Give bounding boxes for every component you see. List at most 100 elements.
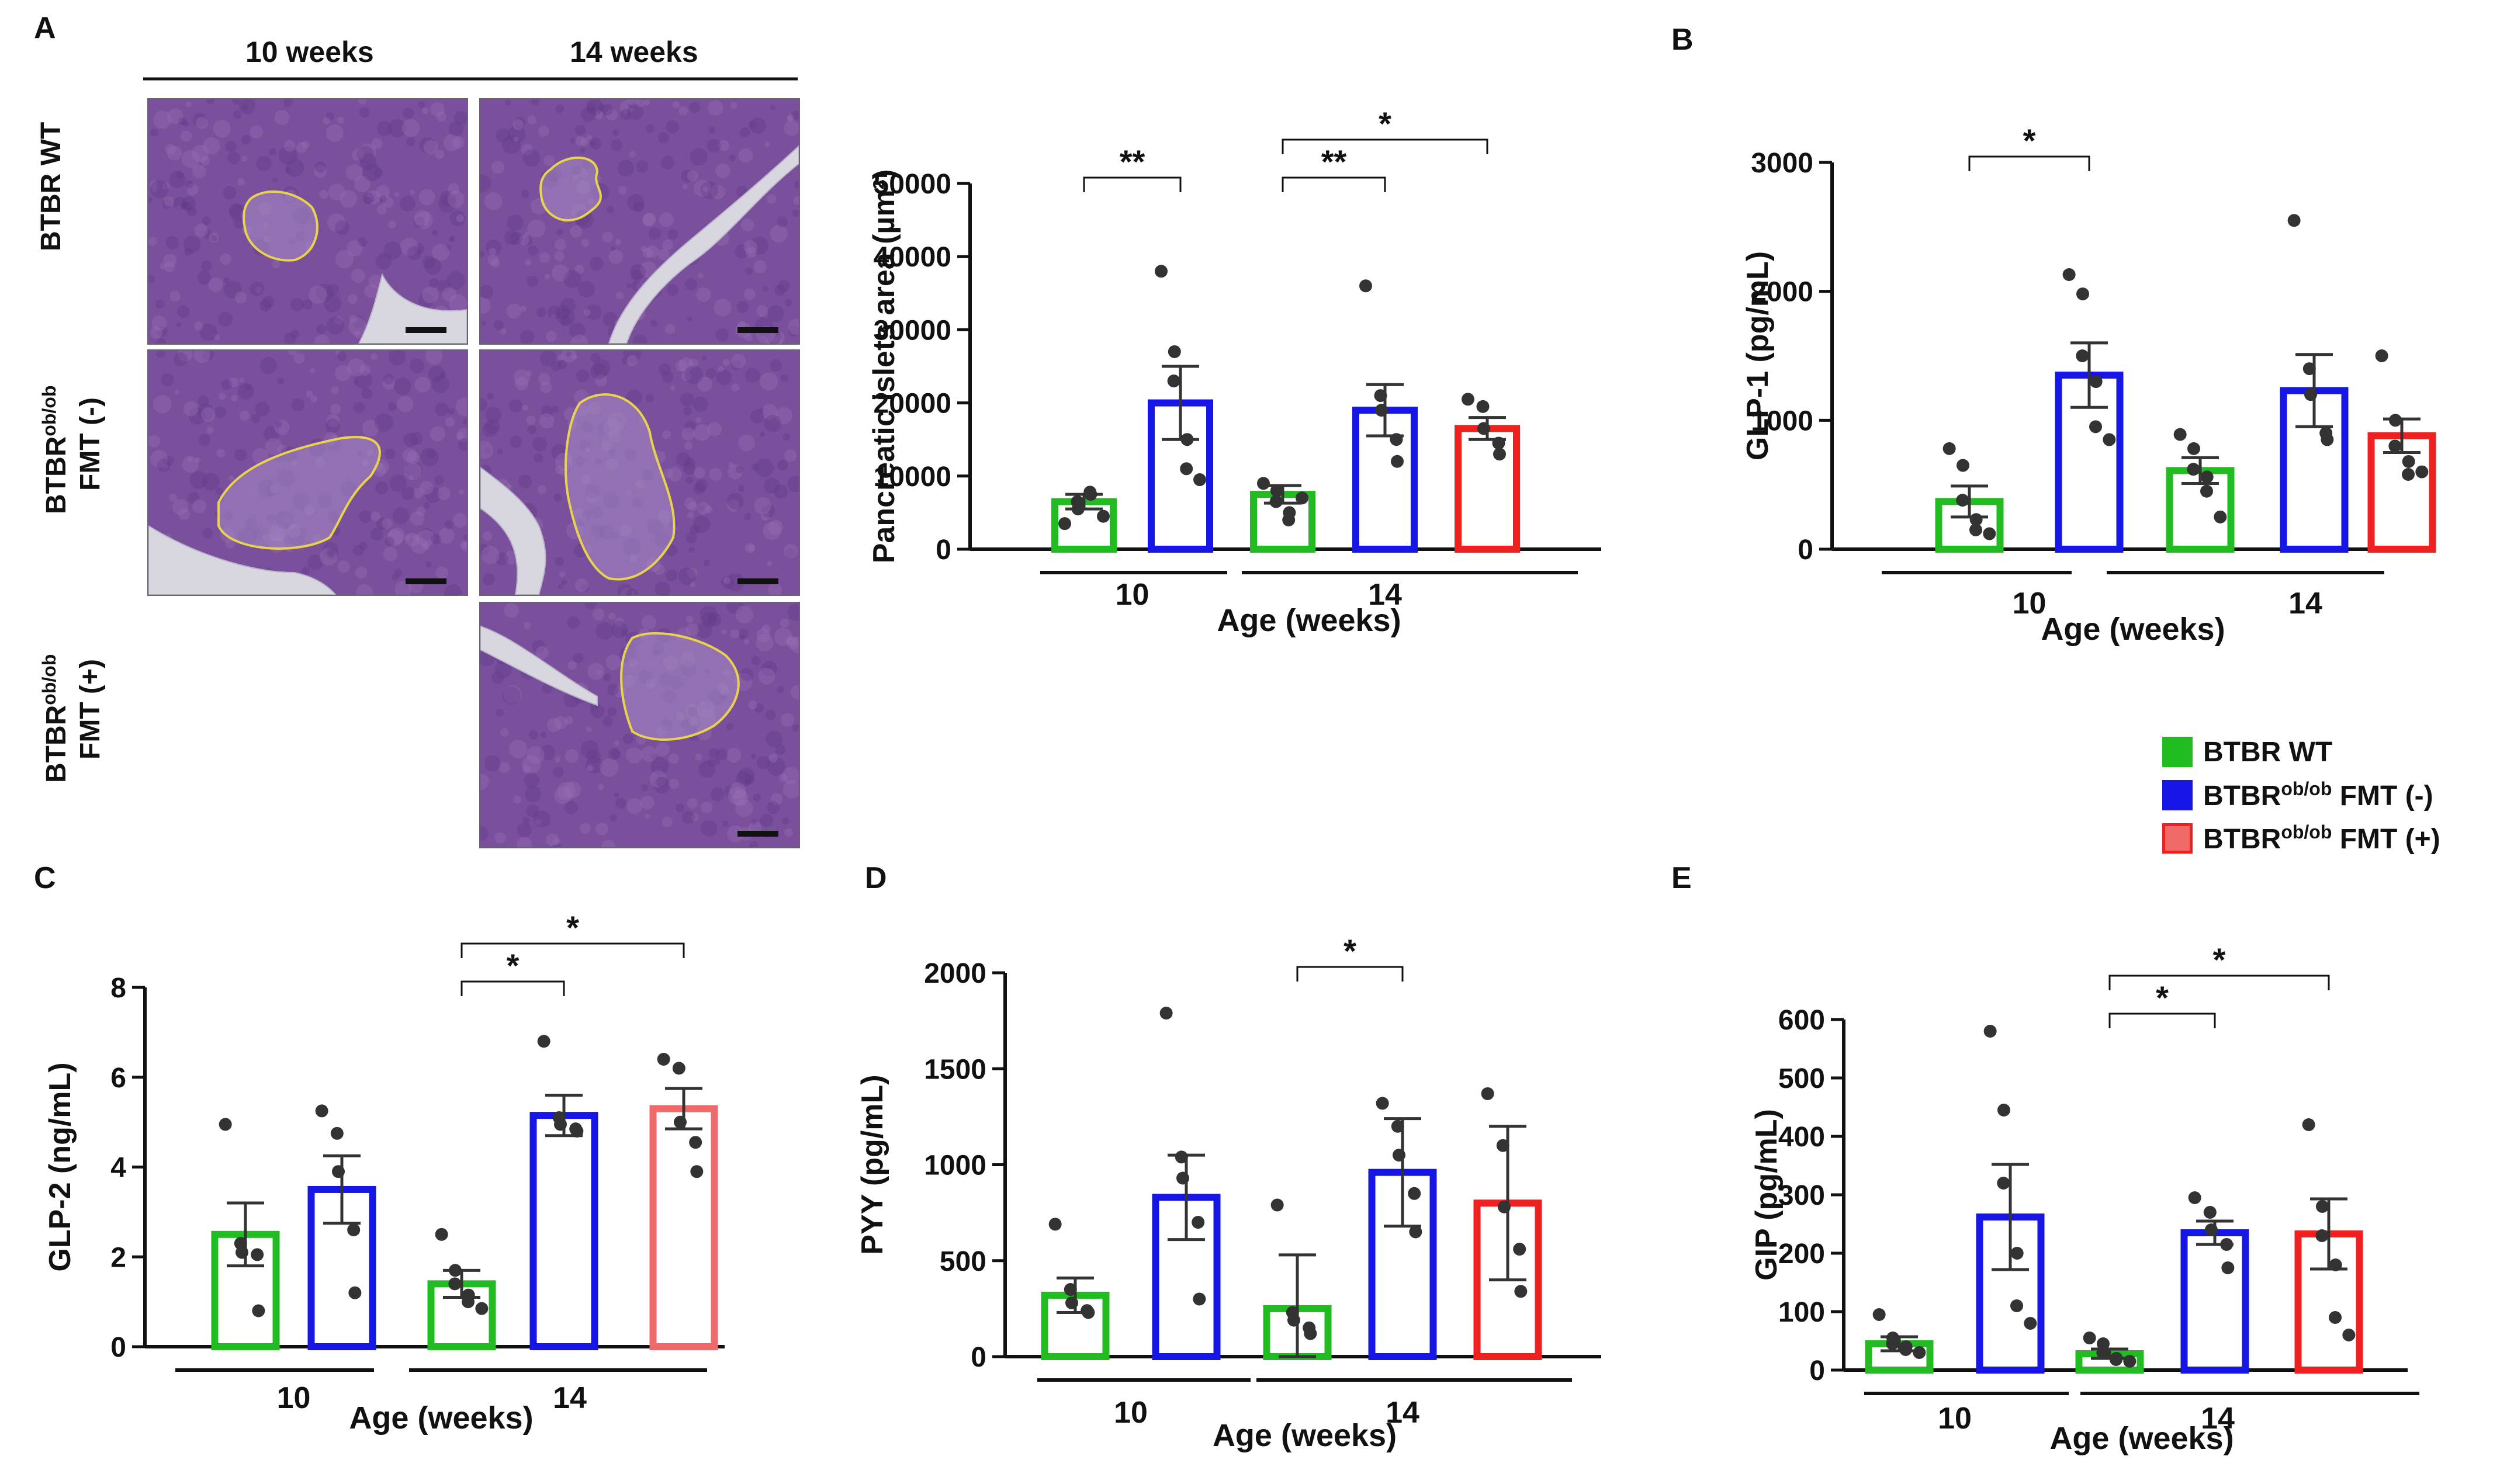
data-point xyxy=(1983,527,1996,540)
data-point xyxy=(462,1295,475,1309)
data-point xyxy=(1498,1200,1511,1213)
legend-item-fmt-minus: BTBRob/ob FMT (-) xyxy=(2162,774,2440,817)
legend-sup-fmt-minus: ob/ob xyxy=(2281,778,2332,799)
group-label: 14 xyxy=(553,1381,587,1415)
y-axis-label: GIP (pg/mL) xyxy=(1750,1109,1784,1281)
data-point xyxy=(1477,422,1490,435)
data-point xyxy=(1304,1327,1317,1340)
data-point xyxy=(1374,389,1387,403)
data-point xyxy=(1097,509,1110,523)
group-label: 10 xyxy=(1116,578,1149,612)
group-label: 14 xyxy=(1368,578,1402,612)
data-point xyxy=(332,1165,345,1178)
data-point xyxy=(2342,1329,2356,1341)
data-point xyxy=(1886,1337,1899,1350)
data-point xyxy=(1391,455,1404,468)
data-point xyxy=(1269,495,1283,508)
bar xyxy=(307,1185,376,1350)
data-point xyxy=(672,1062,685,1075)
y-tick-label: 4 xyxy=(110,1153,126,1184)
legend-sup-fmt-plus: ob/ob xyxy=(2281,821,2332,842)
col-header-14-weeks: 14 weeks xyxy=(570,36,698,68)
data-point xyxy=(1481,1087,1494,1100)
legend: BTBR WT BTBRob/ob FMT (-) BTBRob/ob FMT … xyxy=(2162,730,2440,860)
bar xyxy=(649,1105,718,1350)
significance-bracket xyxy=(460,980,565,996)
legend-swatch-fmt-minus xyxy=(2162,780,2193,810)
data-point xyxy=(475,1302,489,1315)
data-point xyxy=(435,1228,448,1241)
data-point xyxy=(2103,433,2116,446)
data-point xyxy=(2187,442,2200,455)
data-point xyxy=(1408,1187,1421,1200)
y-axis-label: GLP-1 (pg/mL) xyxy=(1741,251,1775,460)
data-point xyxy=(1287,1313,1300,1327)
y-tick-label: 2000 xyxy=(1751,277,1813,308)
data-point xyxy=(1899,1343,1913,1356)
data-point xyxy=(1391,1119,1404,1133)
data-point xyxy=(2188,1191,2201,1204)
data-point xyxy=(2110,1353,2123,1366)
col-header-10-weeks: 10 weeks xyxy=(245,36,374,68)
data-point xyxy=(219,1118,232,1131)
data-point xyxy=(657,1053,670,1066)
y-tick-label: 10000 xyxy=(874,462,951,493)
data-point xyxy=(2221,1261,2235,1274)
data-point xyxy=(1493,448,1506,461)
data-point xyxy=(1193,473,1206,487)
data-point xyxy=(1270,484,1283,497)
data-point xyxy=(448,1277,462,1291)
data-point xyxy=(1159,1006,1173,1020)
y-tick-label: 200 xyxy=(1778,1239,1825,1270)
y-tick-label: 0 xyxy=(971,1342,986,1373)
significance-label: * xyxy=(507,947,520,984)
data-point xyxy=(1969,523,1983,536)
data-point xyxy=(1376,1097,1389,1110)
data-point xyxy=(1167,375,1180,388)
micrograph-fmt-minus-10wk xyxy=(147,349,468,596)
data-point xyxy=(1514,1285,1528,1298)
group-label: 10 xyxy=(277,1381,311,1415)
y-tick-label: 8 xyxy=(110,973,126,1004)
significance-label: * xyxy=(1379,105,1391,142)
data-point xyxy=(2123,1355,2137,1368)
panel-letter: E xyxy=(1671,861,1692,895)
data-point xyxy=(2205,1223,2218,1236)
data-point xyxy=(2214,510,2227,523)
data-point xyxy=(1071,495,1084,508)
data-point xyxy=(1175,1150,1188,1164)
bar xyxy=(1455,425,1520,553)
legend-item-wt: BTBR WT xyxy=(2162,730,2440,774)
data-point xyxy=(2375,349,2388,362)
significance-label: * xyxy=(2156,979,2169,1016)
data-point xyxy=(1513,1243,1526,1256)
significance-label: * xyxy=(2023,122,2036,159)
data-point xyxy=(1476,400,1490,413)
data-point xyxy=(1872,1308,1886,1321)
significance-label: * xyxy=(1343,932,1356,969)
data-point xyxy=(1969,513,1983,526)
x-axis-label: Age (weeks) xyxy=(1217,603,1401,638)
legend-item-fmt-plus: BTBRob/ob FMT (+) xyxy=(2162,817,2440,860)
data-point xyxy=(2321,433,2334,446)
significance-label: ** xyxy=(1321,143,1347,180)
y-tick-label: 6 xyxy=(110,1063,126,1094)
y-tick-label: 1000 xyxy=(924,1150,986,1181)
data-point xyxy=(1409,1225,1422,1239)
data-point xyxy=(1193,1292,1206,1306)
significance-bracket xyxy=(1282,138,1488,154)
legend-label-fmt-plus: BTBR xyxy=(2203,824,2281,855)
data-point xyxy=(2010,1247,2024,1260)
micrograph-fmt-plus-14wk xyxy=(479,602,800,848)
y-tick-label: 3000 xyxy=(1751,148,1813,179)
y-tick-label: 400 xyxy=(1778,1122,1825,1153)
significance-bracket xyxy=(460,942,685,958)
data-point xyxy=(1180,462,1193,476)
data-point xyxy=(348,1286,362,1299)
data-point xyxy=(1192,1216,1205,1229)
data-point xyxy=(1496,1139,1509,1152)
